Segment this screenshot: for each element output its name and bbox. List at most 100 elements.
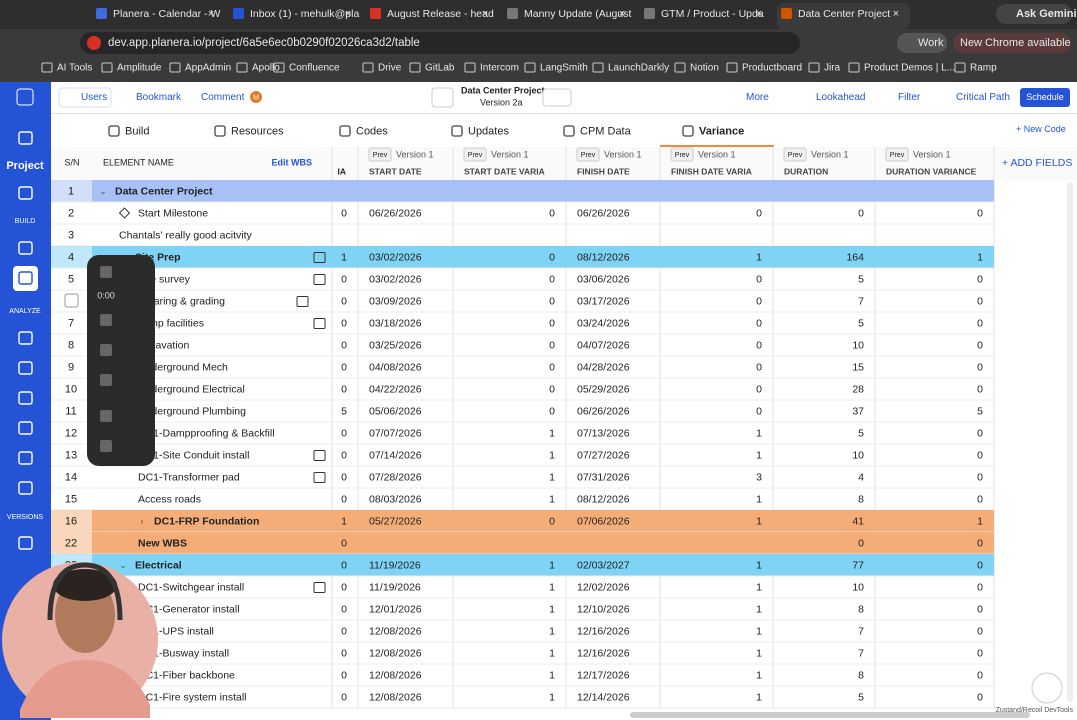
nav-tab[interactable]: Build [125,125,149,137]
recorder-control[interactable] [100,314,112,326]
chevron[interactable]: › [141,516,144,526]
note-icon[interactable] [313,318,326,329]
nav-tab[interactable]: Codes [356,125,388,137]
sidebar-icon[interactable] [18,536,33,550]
element-name[interactable]: Underground Mech [138,361,228,373]
filter[interactable]: Filter [898,92,921,103]
bookmark[interactable]: Apollo [252,63,280,74]
tab-title[interactable]: Planera - Calendar - W [113,8,220,20]
address-bar[interactable] [80,32,800,54]
element-name[interactable]: DC1-Site Conduit install [138,449,249,461]
bookmark[interactable]: Amplitude [117,63,162,74]
bookmark[interactable]: Drive [378,63,402,74]
nav-tab[interactable]: Variance [699,125,744,137]
bookmark[interactable]: Product Demos | L... [864,63,955,74]
bookmark[interactable]: AI Tools [57,63,92,74]
note-icon[interactable] [313,252,326,263]
sidebar-icon[interactable] [18,421,33,435]
tab-title[interactable]: GTM / Product - Upda [661,8,764,20]
element-name[interactable]: DC1-FRP Foundation [154,515,259,527]
element-name[interactable]: DC1-Fiber backbone [138,669,235,681]
critical-path[interactable]: Critical Path [956,92,1010,103]
bookmark[interactable]: AppAdmin [185,63,231,74]
element-name[interactable]: Underground Plumbing [138,405,246,417]
sidebar-icon[interactable] [18,391,33,405]
sidebar-icon[interactable] [18,241,33,255]
element-name[interactable]: Data Center Project [115,185,213,197]
nav-tab[interactable]: Resources [231,125,284,137]
bookmark[interactable]: Notion [690,63,719,74]
recorder-control[interactable] [100,440,112,452]
bookmark[interactable]: GitLab [425,63,455,74]
tab-title[interactable]: Inbox (1) - mehulk@pla [250,8,359,20]
checkbox[interactable] [64,293,79,308]
sidebar-icon[interactable] [18,361,33,375]
recorder-control[interactable] [100,344,112,356]
note-icon[interactable] [313,582,326,593]
sidebar-icon[interactable] [18,271,33,285]
chevron[interactable]: ⌄ [119,560,127,570]
tab-title[interactable]: Data Center Project [798,8,890,20]
sidebar-icon[interactable] [18,186,33,200]
element-name[interactable]: DC1-Switchgear install [138,581,244,593]
update[interactable]: New Chrome available [960,37,1071,49]
sidebar-toggle[interactable] [16,88,34,106]
more[interactable]: More [746,92,769,103]
users[interactable]: Users [81,92,107,103]
element-name[interactable]: DC1-Fire system install [138,691,247,703]
sidebar-icon[interactable] [18,331,33,345]
new-code[interactable]: + New Code [1016,124,1066,134]
tab-title[interactable]: August Release - head [387,8,494,20]
search-btn[interactable] [431,87,454,108]
schedule[interactable]: Schedule [1026,92,1064,102]
url[interactable]: dev.app.planera.io/project/6a5e6ec0b0290… [108,37,420,49]
note-icon[interactable] [313,450,326,461]
bookmark[interactable]: Productboard [742,63,802,74]
recorder-control[interactable] [100,374,112,386]
bookmark[interactable]: Intercom [480,63,519,74]
bookmark[interactable]: Confluence [289,63,340,74]
version-menu[interactable] [542,88,572,107]
recorder-control[interactable] [100,410,112,422]
element-name[interactable]: New WBS [138,537,187,549]
add-fields[interactable]: + ADD FIELDS [1002,157,1072,169]
element-name[interactable]: Chantals' really good acitvity [119,229,252,241]
nav-tab[interactable]: CPM Data [580,125,632,137]
gemini-btn[interactable] [996,4,1072,24]
ask-gemini[interactable]: Ask Gemini [1016,8,1077,20]
element-name[interactable]: DC1-Transformer pad [138,471,240,483]
element-name[interactable]: Start Milestone [138,207,208,219]
sidebar-icon[interactable] [18,481,33,495]
element-name[interactable]: Access roads [138,493,201,505]
element-name[interactable]: Electrical [135,559,182,571]
bookmark[interactable]: Ramp [970,63,997,74]
bookmark[interactable]: LangSmith [540,63,588,74]
bookmark[interactable]: Jira [824,63,841,74]
element-name[interactable]: DC1-Generator install [138,603,240,615]
bookmark-btn[interactable]: Bookmark [136,92,182,103]
bookmark[interactable]: LaunchDarkly [608,63,669,74]
chevron[interactable]: ⌄ [99,186,107,196]
lookahead[interactable]: Lookahead [816,92,866,103]
users-btn[interactable] [58,87,112,108]
element-name[interactable]: Underground Electrical [138,383,245,395]
cell: 1 [756,625,762,637]
schedule-btn[interactable] [1020,88,1070,107]
sidebar-icon[interactable] [18,131,33,145]
tab-title[interactable]: Manny Update (August [524,8,631,20]
edit-wbs[interactable]: Edit WBS [272,157,313,167]
update-btn[interactable] [953,33,1071,53]
profile-btn[interactable] [897,33,947,53]
nav-tab[interactable]: Updates [468,125,509,137]
element-name[interactable]: DC1-Busway install [138,647,229,659]
element-name[interactable]: DC1-Dampproofing & Backfill [138,427,275,439]
note-icon[interactable] [313,274,326,285]
devtools-logo[interactable] [1031,672,1063,704]
profile[interactable]: Work [918,37,944,49]
note-icon[interactable] [296,296,309,307]
sidebar-icon[interactable] [18,451,33,465]
recorder-control[interactable] [100,266,112,278]
comment-btn[interactable]: Comment [201,92,245,103]
note-icon[interactable] [313,472,326,483]
element-name[interactable]: Clearing & grading [138,295,225,307]
